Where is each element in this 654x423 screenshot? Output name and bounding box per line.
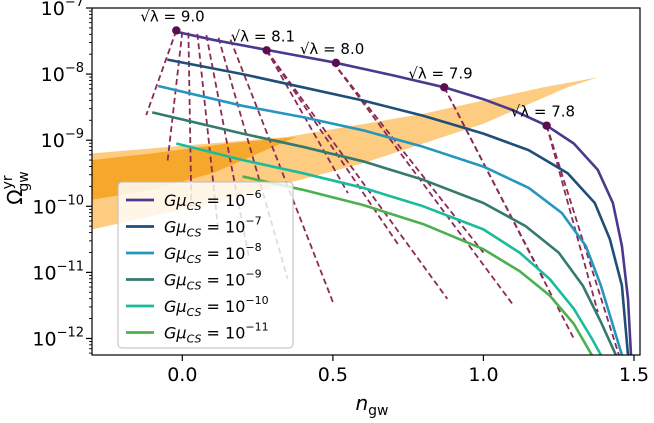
legend-label-0: GμCS = 10−6 (164, 188, 262, 213)
markers-layer (172, 26, 551, 130)
series-line-1 (167, 58, 630, 355)
dashed-line-2 (187, 32, 193, 207)
series-line-4 (175, 142, 603, 355)
y-tick-label-1: 10−8 (41, 61, 84, 86)
legend-box (117, 181, 294, 349)
marker-point-2 (331, 58, 341, 68)
y-axis-title: Ωyrgw (0, 171, 32, 204)
dashed-line-15 (545, 125, 620, 355)
marker-label-0: √λ = 9.0 (140, 7, 204, 25)
y-tick-label-3: 10−10 (32, 193, 84, 218)
y-tick-label-4: 10−11 (32, 259, 84, 284)
legend-label-4: GμCS = 10−10 (164, 294, 269, 319)
legend-label-1: GμCS = 10−7 (164, 215, 262, 240)
annotations-layer: √λ = 9.0 √λ = 8.1 √λ = 8.0 √λ = 7.9 √λ = 7.8 (140, 7, 575, 120)
x-tick-label-0: 0.0 (167, 364, 197, 386)
x-tick-label-1: 0.5 (318, 364, 348, 386)
x-axis-title: ngw (355, 391, 388, 419)
legend-label-2: GμCS = 10−8 (164, 241, 262, 266)
y-tick-label-2: 10−9 (41, 127, 84, 152)
marker-point-4 (542, 121, 551, 130)
dashed-lines-layer (145, 30, 620, 355)
series-layer (151, 29, 633, 355)
series-line-0 (173, 29, 633, 355)
legend-label-3: GμCS = 10−9 (164, 268, 262, 293)
y-tick-label-0: 10−7 (41, 0, 84, 20)
y-axis-ticks: 10−7 10−8 10−9 10−10 10−11 10−12 (32, 0, 92, 354)
marker-label-4: √λ = 7.8 (511, 103, 575, 121)
x-tick-label-3: 1.5 (619, 364, 649, 386)
marker-label-2: √λ = 8.0 (300, 40, 364, 58)
x-axis-ticks: 0.0 0.5 1.0 1.5 (167, 355, 649, 386)
legend-label-5: GμCS = 10−11 (164, 321, 269, 346)
dashed-line-11 (332, 61, 515, 306)
dashed-line-0 (145, 30, 178, 116)
dashed-line-7 (265, 49, 349, 194)
dashed-line-14 (545, 125, 599, 313)
marker-point-3 (440, 83, 449, 92)
marker-label-3: √λ = 7.9 (408, 64, 472, 82)
marker-point-0 (172, 26, 181, 35)
x-tick-label-2: 1.0 (468, 364, 498, 386)
y-tick-label-5: 10−12 (32, 325, 84, 350)
series-line-2 (157, 84, 624, 355)
marker-point-1 (262, 46, 271, 55)
plot-frame (91, 7, 641, 356)
dashed-line-1 (166, 31, 184, 164)
marker-label-1: √λ = 8.1 (231, 27, 295, 45)
series-line-3 (151, 111, 618, 355)
series-line-5 (242, 175, 593, 355)
dashed-line-9 (265, 49, 449, 300)
